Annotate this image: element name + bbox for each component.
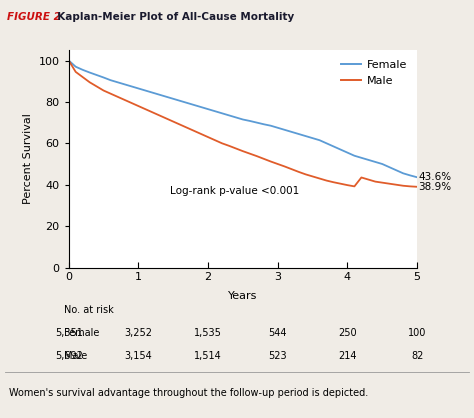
Text: 250: 250	[338, 328, 357, 338]
Male	[143, 107, 148, 112]
Male	[317, 176, 322, 181]
Text: 3,252: 3,252	[124, 328, 153, 338]
Text: 5,351: 5,351	[55, 328, 82, 338]
Female	[317, 138, 322, 143]
Male	[407, 184, 413, 189]
Text: 3,154: 3,154	[125, 351, 152, 361]
Text: 38.9%: 38.9%	[419, 182, 452, 192]
Text: 1,535: 1,535	[194, 328, 222, 338]
Male	[414, 184, 420, 189]
Female	[177, 98, 183, 103]
Text: 100: 100	[408, 328, 426, 338]
Text: FIGURE 2: FIGURE 2	[7, 12, 61, 22]
Text: 214: 214	[338, 351, 357, 361]
Female	[143, 88, 148, 93]
Text: 523: 523	[268, 351, 287, 361]
Female	[296, 132, 301, 137]
Legend: Female, Male: Female, Male	[337, 56, 411, 90]
Text: 43.6%: 43.6%	[419, 172, 452, 182]
Y-axis label: Percent Survival: Percent Survival	[23, 113, 33, 204]
Line: Male: Male	[69, 61, 417, 187]
Text: Years: Years	[228, 291, 257, 301]
Female	[407, 173, 413, 178]
Text: 544: 544	[268, 328, 287, 338]
Text: No. at risk: No. at risk	[64, 305, 114, 315]
Text: 5,692: 5,692	[55, 351, 82, 361]
Text: Female: Female	[64, 328, 100, 338]
Text: Log-rank p-value <0.001: Log-rank p-value <0.001	[170, 186, 299, 196]
Male	[177, 122, 183, 127]
Text: Women's survival advantage throughout the follow-up period is depicted.: Women's survival advantage throughout th…	[9, 388, 369, 398]
Female	[414, 175, 420, 180]
Line: Female: Female	[69, 61, 417, 177]
Male	[66, 58, 72, 63]
Female	[170, 96, 176, 101]
Text: 82: 82	[411, 351, 423, 361]
Text: Male: Male	[64, 351, 87, 361]
Female	[66, 58, 72, 63]
Male	[170, 119, 176, 124]
Text: 1,514: 1,514	[194, 351, 222, 361]
Text: Kaplan-Meier Plot of All-Cause Mortality: Kaplan-Meier Plot of All-Cause Mortality	[50, 12, 294, 22]
Male	[296, 169, 301, 174]
